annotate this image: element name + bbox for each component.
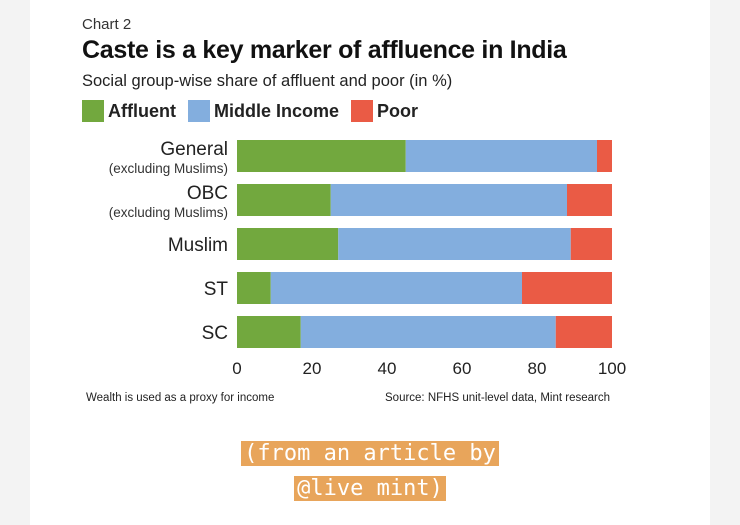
bar-st-poor — [522, 272, 612, 304]
legend-item-affluent: Affluent — [82, 100, 176, 122]
x-tick-label: 20 — [303, 359, 322, 378]
legend-label-middle-income: Middle Income — [213, 100, 339, 121]
credit-line-1-text: (from an article by — [241, 441, 499, 466]
legend-label-poor: Poor — [377, 100, 419, 121]
x-tick-label: 40 — [378, 359, 397, 378]
source-note: Source: NFHS unit-level data, Mint resea… — [385, 392, 610, 404]
x-tick-label: 0 — [232, 359, 241, 378]
chart-number: Chart 2 — [82, 16, 132, 33]
x-tick-label: 60 — [453, 359, 472, 378]
bar-st-middle-income — [270, 272, 522, 304]
bar-obc-poor — [567, 184, 612, 216]
bar-general-affluent — [237, 140, 406, 172]
chart-title: Caste is a key marker of affluence in In… — [82, 36, 567, 64]
credit-line-2: @live mint) — [0, 476, 740, 501]
legend-swatch-middle-income — [187, 100, 210, 122]
bar-sc-middle-income — [300, 316, 556, 348]
bar-general-middle-income — [405, 140, 597, 172]
category-label: OBC — [187, 183, 228, 204]
chart-card — [30, 0, 710, 525]
legend-label-affluent: Affluent — [108, 100, 176, 121]
footnote: Wealth is used as a proxy for income — [86, 392, 275, 404]
x-tick-label: 80 — [528, 359, 547, 378]
legend-item-middle-income: Middle Income — [187, 100, 339, 122]
legend-item-poor: Poor — [351, 100, 418, 122]
bar-general-poor — [597, 140, 612, 172]
bar-sc-poor — [555, 316, 612, 348]
chart-subtitle: Social group-wise share of affluent and … — [82, 72, 453, 90]
category-note: (excluding Muslims) — [109, 161, 228, 176]
bar-st-affluent — [237, 272, 271, 304]
category-label: Muslim — [168, 235, 228, 256]
x-tick-label: 100 — [598, 359, 626, 378]
bar-obc-affluent — [237, 184, 331, 216]
category-label: General — [160, 139, 228, 160]
category-label: ST — [204, 279, 229, 300]
bar-sc-affluent — [237, 316, 301, 348]
bar-muslim-poor — [570, 228, 612, 260]
credit-line-1: (from an article by — [0, 441, 740, 466]
credit-line-2-text: @live mint) — [294, 476, 446, 501]
legend: Affluent Middle Income Poor — [82, 100, 430, 122]
legend-swatch-poor — [351, 100, 373, 122]
bar-obc-middle-income — [330, 184, 567, 216]
bar-muslim-affluent — [237, 228, 339, 260]
legend-swatch-affluent — [82, 100, 104, 122]
category-note: (excluding Muslims) — [109, 205, 228, 220]
category-label: SC — [202, 323, 228, 344]
bar-muslim-middle-income — [338, 228, 571, 260]
stacked-bar-chart: General(excluding Muslims)OBC(excluding … — [109, 139, 626, 378]
